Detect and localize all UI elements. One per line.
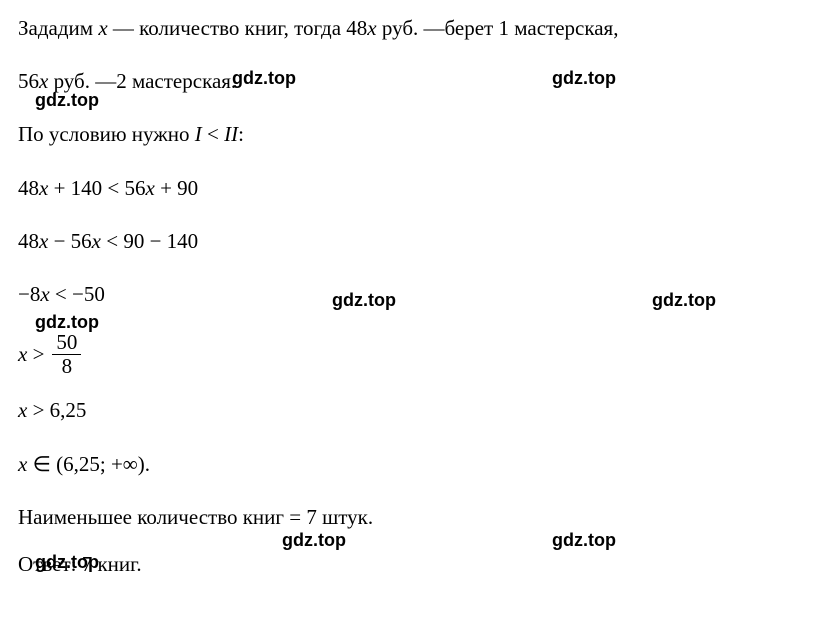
fraction-numerator: 50 [52,331,81,355]
text: < 90 − 140 [101,229,198,253]
var-x: x [18,398,27,422]
var-x: x [92,229,101,253]
roman-I: I [195,122,202,146]
text: − 56 [48,229,91,253]
text: По условию нужно [18,122,195,146]
line-intro-2: 56x руб. —2 мастерская. [18,69,811,94]
interval-line: x ∈ (6,25; +∞). [18,452,811,477]
inequality-3: −8x < −50 [18,282,811,307]
answer-line: Ответ: 7 книг. [18,552,811,577]
text: −8 [18,282,40,306]
decimal-line: x > 6,25 [18,398,811,423]
text: 48 [18,176,39,200]
text: + 140 < 56 [48,176,145,200]
fraction-denominator: 8 [52,355,81,378]
lt-sign: < [202,122,224,146]
var-x: x [367,16,376,40]
colon: : [238,122,244,146]
conclusion-line: Наименьшее количество книг = 7 штук. [18,505,811,530]
text: 48 [18,229,39,253]
text: 56 [18,69,39,93]
fraction: 50 8 [52,331,81,378]
line-intro-1: Зададим x — количество книг, тогда 48x р… [18,16,811,41]
var-x: x [39,176,48,200]
fraction-line: x > 50 8 [18,331,811,378]
var-x: x [146,176,155,200]
text: + 90 [155,176,198,200]
text: > 6,25 [27,398,86,422]
text: Наименьшее количество книг = 7 штук. [18,505,373,529]
text: ∈ (6,25; +∞). [27,452,150,476]
text: Зададим [18,16,98,40]
var-x: x [39,69,48,93]
roman-II: II [224,122,238,146]
var-x: x [18,342,27,366]
text: < −50 [50,282,105,306]
inequality-2: 48x − 56x < 90 − 140 [18,229,811,254]
var-x: x [98,16,107,40]
inequality-1: 48x + 140 < 56x + 90 [18,176,811,201]
var-x: x [18,452,27,476]
gt-sign: > [27,342,44,366]
var-x: x [40,282,49,306]
line-condition: По условию нужно I < II: [18,122,811,147]
text: руб. —берет 1 мастерская, [377,16,619,40]
var-x: x [39,229,48,253]
solution-body: Зададим x — количество книг, тогда 48x р… [18,16,811,577]
text: руб. —2 мастерская. [48,69,236,93]
text: Ответ: 7 книг. [18,552,142,576]
text: — количество книг, тогда 48 [108,16,368,40]
